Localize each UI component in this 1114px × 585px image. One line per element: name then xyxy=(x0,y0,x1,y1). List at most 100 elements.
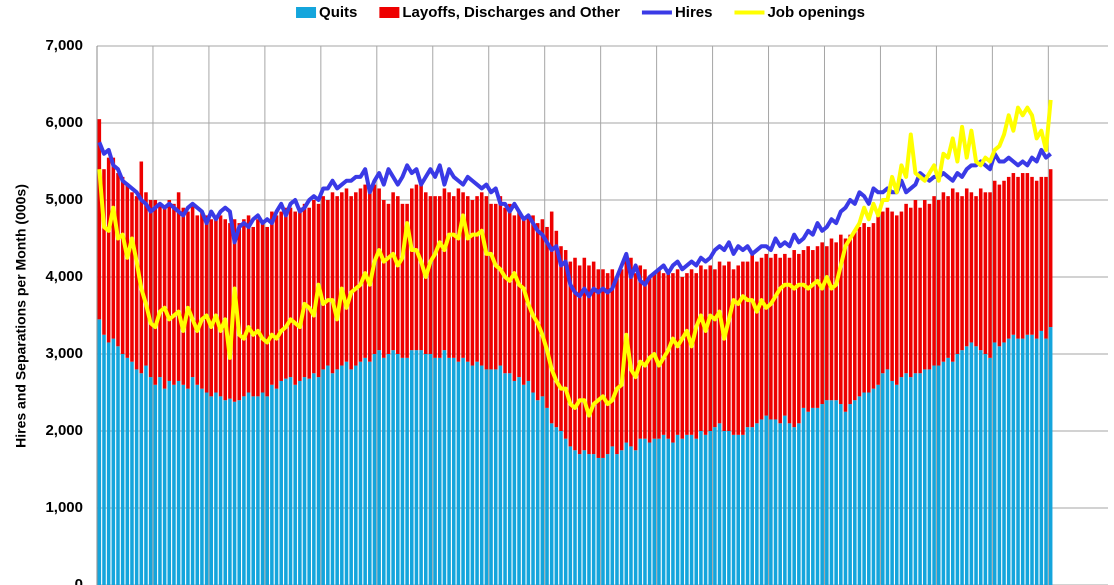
bar xyxy=(246,392,251,585)
legend-swatch xyxy=(379,7,400,18)
bar xyxy=(414,184,419,351)
bar xyxy=(1020,338,1025,585)
y-tick-label: 7,000 xyxy=(45,37,83,54)
bar xyxy=(242,219,246,397)
bar xyxy=(1011,173,1016,335)
bar xyxy=(288,207,293,378)
bar xyxy=(396,196,400,354)
bar xyxy=(354,192,358,366)
bar xyxy=(577,265,582,455)
bar xyxy=(246,215,251,393)
bar xyxy=(209,219,214,397)
bar xyxy=(759,257,764,420)
bar xyxy=(382,200,386,358)
bar xyxy=(820,404,824,585)
bar xyxy=(955,354,960,585)
bar xyxy=(265,226,269,397)
bar xyxy=(218,396,223,585)
bar xyxy=(601,457,605,585)
bar xyxy=(447,192,451,358)
bar xyxy=(573,257,577,451)
bar xyxy=(293,211,297,385)
bar xyxy=(815,246,820,408)
bar xyxy=(755,423,759,585)
bar xyxy=(493,369,498,585)
bar xyxy=(895,384,899,585)
bar xyxy=(288,377,293,585)
bar xyxy=(218,215,223,397)
bar xyxy=(1048,169,1053,328)
bar xyxy=(111,157,116,339)
bar xyxy=(876,384,880,585)
bar xyxy=(867,226,871,393)
bar xyxy=(927,203,932,370)
bar xyxy=(587,265,591,455)
bar xyxy=(591,261,596,455)
bar xyxy=(190,377,195,585)
bar xyxy=(475,361,479,585)
bar xyxy=(540,219,545,397)
bar xyxy=(904,373,908,585)
bar xyxy=(442,350,447,585)
bar xyxy=(722,265,727,431)
bar xyxy=(545,407,549,585)
bar xyxy=(988,357,992,585)
bar xyxy=(312,373,316,585)
bar xyxy=(610,446,615,585)
bar xyxy=(349,369,353,585)
bar xyxy=(475,196,479,362)
bar xyxy=(717,261,722,424)
bar xyxy=(969,342,974,585)
bar xyxy=(214,219,218,393)
bar xyxy=(526,380,531,585)
bar xyxy=(853,400,857,585)
bar xyxy=(535,400,540,585)
bar xyxy=(437,357,442,585)
bar xyxy=(489,369,493,585)
y-tick-label: 4,000 xyxy=(45,268,83,285)
bar xyxy=(554,230,559,428)
bar xyxy=(1039,176,1044,331)
y-tick-label: 2,000 xyxy=(45,422,83,439)
bar xyxy=(871,223,876,389)
bar xyxy=(134,196,139,370)
bar xyxy=(797,253,801,424)
bar xyxy=(503,373,507,585)
bar xyxy=(284,207,288,379)
bar xyxy=(731,269,736,435)
bar xyxy=(741,434,745,585)
bar xyxy=(456,361,461,585)
bar xyxy=(703,434,708,585)
bar xyxy=(839,404,843,585)
bar xyxy=(465,361,470,585)
legend-label: Hires xyxy=(675,4,713,21)
bar xyxy=(955,192,960,354)
bar xyxy=(116,173,120,347)
bar xyxy=(326,365,330,585)
bar xyxy=(330,192,335,374)
bar xyxy=(675,434,680,585)
bar xyxy=(825,400,829,585)
bar xyxy=(1044,176,1048,339)
bar xyxy=(629,446,633,585)
bar xyxy=(797,423,801,585)
bar xyxy=(335,369,339,585)
bar xyxy=(778,257,782,424)
bar xyxy=(666,438,671,585)
bar xyxy=(978,188,983,351)
bar xyxy=(960,196,964,351)
bar xyxy=(699,431,703,585)
bar xyxy=(689,434,694,585)
legend: Quits Layoffs, Discharges and Other Hires J… xyxy=(296,4,865,21)
bar xyxy=(433,357,437,585)
bar xyxy=(391,192,395,351)
bar xyxy=(498,196,503,366)
bar xyxy=(717,423,722,585)
bar xyxy=(270,384,274,585)
bar xyxy=(881,211,885,374)
bar xyxy=(563,250,568,439)
bar xyxy=(298,380,302,585)
bar xyxy=(172,384,176,585)
bar xyxy=(531,215,535,393)
bar xyxy=(778,423,782,585)
